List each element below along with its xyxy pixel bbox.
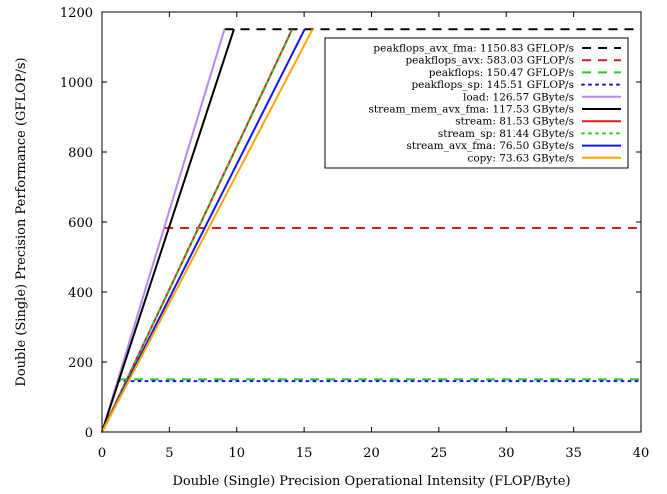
x-tick-label: 20 [363,446,380,461]
y-axis-ticks: 0 200 400 600 800 1000 1200 [60,6,641,441]
legend-label: copy: 73.63 GByte/s [467,152,574,164]
y-tick-label: 800 [68,146,93,161]
y-tick-label: 400 [68,286,93,301]
x-tick-label: 30 [498,446,515,461]
y-tick-label: 1000 [60,76,93,91]
legend-label: stream_sp: 81.44 GByte/s [438,128,574,140]
bandwidth-roof-line [101,28,306,433]
legend-label: peakflops: 150.47 GFLOP/s [429,67,574,79]
y-tick-label: 600 [68,216,93,231]
x-tick-label: 40 [633,446,650,461]
legend-label: stream_mem_avx_fma: 117.53 GByte/s [369,104,575,116]
legend-box [324,37,629,169]
legend-label: peakflops_avx_fma: 1150.83 GFLOP/s [373,43,574,55]
x-tick-label: 35 [565,446,582,461]
x-tick-label: 10 [228,446,245,461]
bandwidth-roof-line [101,28,226,433]
legend-label: stream: 81.53 GByte/s [455,116,574,128]
chart-marks [101,28,642,433]
bandwidth-roof-line [101,28,314,433]
y-axis-label: Double (Single) Precision Performance (G… [14,57,29,386]
y-tick-label: 0 [85,426,93,441]
y-tick-label: 200 [68,356,93,371]
x-axis-label: Double (Single) Precision Operational In… [172,474,570,489]
legend-label: peakflops_avx: 583.03 GFLOP/s [405,55,574,67]
x-tick-label: 0 [98,446,106,461]
x-tick-label: 5 [165,446,173,461]
x-axis-ticks: 0 5 10 15 20 25 30 35 40 [98,12,649,461]
x-tick-label: 15 [296,446,313,461]
bandwidth-roof-line [101,28,294,433]
bandwidth-roof-line [101,28,235,433]
legend-label: load: 126.57 GByte/s [463,91,574,103]
x-tick-label: 25 [431,446,448,461]
legend-label: stream_avx_fma: 76.50 GByte/s [407,140,574,152]
legend: peakflops_avx_fma: 1150.83 GFLOP/speakfl… [324,37,629,169]
legend-label: peakflops_sp: 145.51 GFLOP/s [411,79,574,91]
y-tick-label: 1200 [60,6,93,21]
